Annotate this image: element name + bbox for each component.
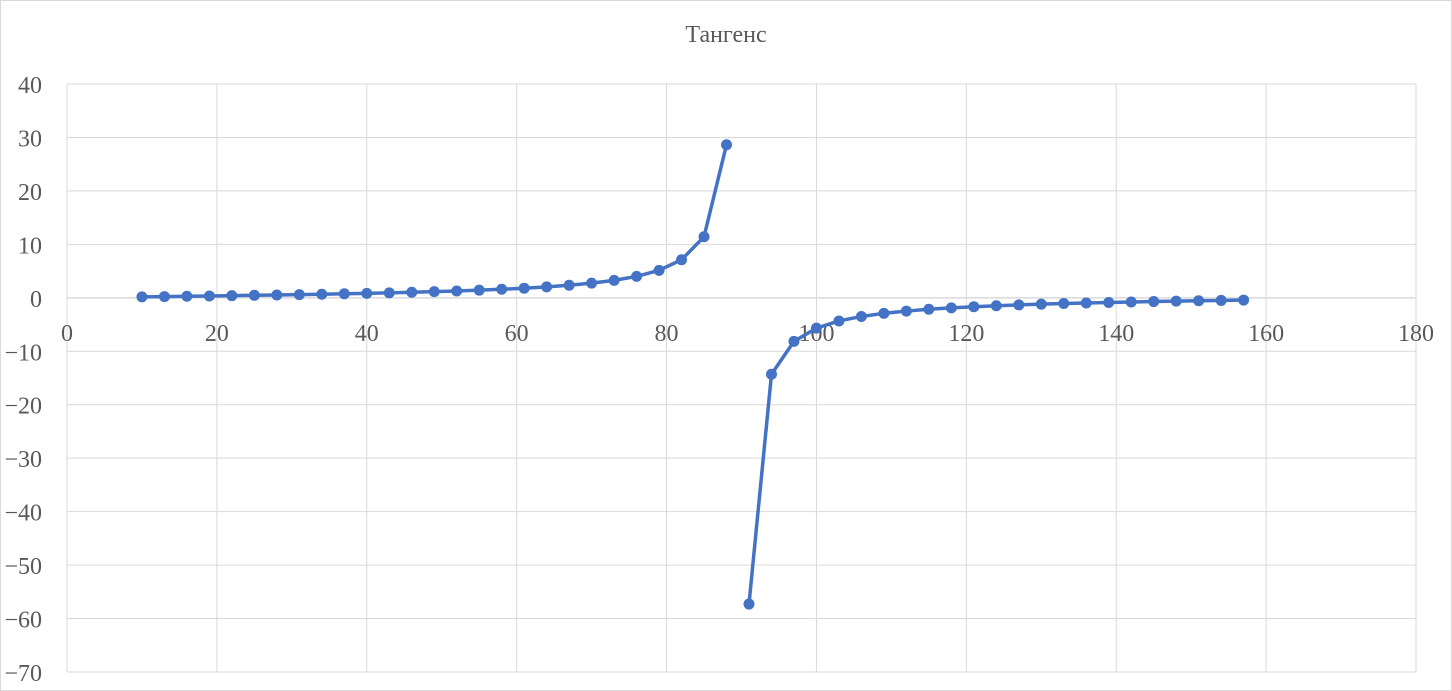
data-point (833, 315, 845, 327)
data-point (945, 302, 957, 314)
data-point (136, 291, 148, 303)
data-point (698, 231, 710, 243)
data-point (383, 287, 395, 299)
y-tick-label: −40 (4, 501, 42, 527)
data-point (923, 303, 935, 315)
data-point (496, 283, 508, 295)
data-point (608, 274, 620, 286)
data-point (1170, 295, 1182, 307)
x-tick-label: 120 (948, 321, 984, 347)
data-point (428, 286, 440, 298)
grid-layer (66, 83, 1417, 673)
y-tick-label: 30 (18, 126, 42, 152)
data-point (1080, 297, 1092, 309)
data-point (293, 289, 305, 301)
x-tick-label: 80 (655, 321, 679, 347)
data-point (653, 264, 665, 276)
data-point (990, 300, 1002, 312)
marker-layer (136, 139, 1250, 610)
y-tick-label: 20 (18, 180, 42, 206)
y-tick-label: −20 (4, 394, 42, 420)
data-point (1013, 299, 1025, 311)
data-point (1035, 298, 1047, 310)
data-point (158, 291, 170, 303)
y-tick-label: 40 (18, 73, 42, 99)
x-tick-label: 160 (1248, 321, 1284, 347)
series-layer (140, 142, 1246, 606)
y-tick-label: −60 (4, 608, 42, 634)
data-point (968, 301, 980, 313)
data-point (900, 305, 912, 317)
data-point (721, 139, 733, 151)
data-point (451, 285, 463, 297)
data-point (855, 310, 867, 322)
data-point (271, 289, 283, 301)
data-point (1193, 295, 1205, 307)
data-point (788, 335, 800, 347)
data-point (518, 282, 530, 294)
data-point (181, 290, 193, 302)
y-tick-labels: 40 30 20 10 0 −10 −20 −30 −40 −50 −60 −70 (4, 73, 42, 687)
data-point (473, 284, 485, 296)
x-tick-label: 20 (205, 321, 229, 347)
data-point (1148, 296, 1160, 308)
data-point (1238, 294, 1250, 306)
x-tick-label: 180 (1398, 321, 1434, 347)
x-tick-label: 60 (505, 321, 529, 347)
data-point (1058, 298, 1070, 310)
data-point (1125, 296, 1137, 308)
data-point (226, 290, 238, 302)
data-point (406, 286, 418, 298)
data-point (541, 281, 553, 293)
data-point (676, 254, 688, 266)
data-point (1103, 296, 1115, 308)
x-tick-labels: 0 20 40 60 80 100 120 140 160 180 (61, 321, 1434, 347)
data-point (743, 598, 755, 610)
chart-title: Тангенс (685, 22, 766, 48)
data-point (1215, 294, 1227, 306)
data-point (810, 322, 822, 334)
y-tick-label: −50 (4, 554, 42, 580)
x-tick-label: 40 (355, 321, 379, 347)
data-point (586, 277, 598, 289)
y-tick-label: 10 (18, 233, 42, 259)
y-tick-label: −70 (4, 661, 42, 687)
data-point (631, 270, 643, 282)
data-point (878, 307, 890, 319)
data-point (765, 368, 777, 380)
data-point (563, 279, 575, 291)
data-point (248, 289, 260, 301)
y-tick-label: −10 (4, 340, 42, 366)
data-point (338, 288, 350, 300)
data-point (361, 287, 373, 299)
y-tick-label: 0 (30, 287, 42, 313)
y-tick-label: −30 (4, 447, 42, 473)
x-tick-label: 0 (61, 321, 73, 347)
data-point (316, 288, 328, 300)
x-tick-label: 140 (1098, 321, 1134, 347)
data-point (203, 290, 215, 302)
